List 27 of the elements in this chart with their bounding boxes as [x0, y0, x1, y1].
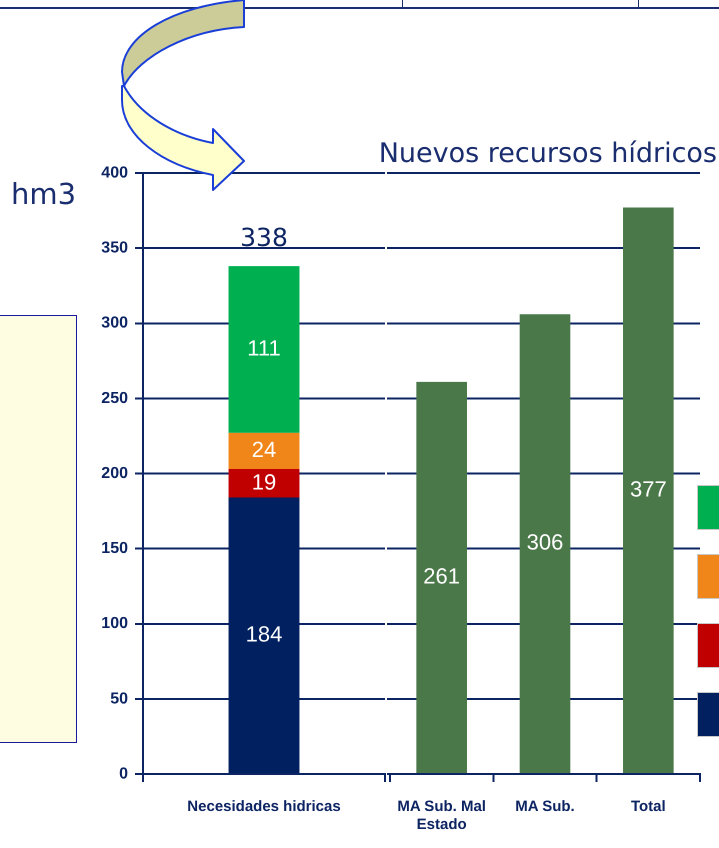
y-tick-label: 100 [101, 615, 128, 632]
y-axis-title: hm3 [11, 177, 76, 211]
y-tick-label: 150 [101, 540, 128, 558]
y-tick-label: 50 [110, 690, 128, 708]
bar [228, 432, 300, 469]
y-tick-label: 0 [119, 765, 128, 782]
x-tick-label: Necesidades hidricas [187, 798, 341, 816]
x-tick-label: MA Sub. Mal Estado [397, 798, 486, 834]
y-tick-label: 350 [101, 240, 128, 257]
data-label: 24 [252, 437, 276, 462]
y-tick-label: 400 [101, 164, 128, 182]
data-label: 19 [252, 469, 276, 494]
bar [228, 468, 300, 498]
total-label: 338 [240, 223, 288, 252]
bar [228, 266, 300, 433]
y-tick-label: 200 [101, 464, 128, 482]
data-label: 261 [423, 563, 460, 588]
chart-title: Nuevos recursos hídricos [378, 138, 717, 169]
y-tick-label: 300 [101, 314, 128, 332]
x-tick-label: MA Sub. [515, 798, 575, 816]
data-label: 306 [526, 530, 564, 555]
data-label: 377 [630, 476, 667, 502]
y-tick-label: 250 [101, 390, 128, 407]
x-tick-label: Total [630, 798, 666, 816]
data-label: 111 [247, 336, 281, 361]
data-label: 184 [246, 621, 282, 646]
bar [228, 498, 300, 773]
